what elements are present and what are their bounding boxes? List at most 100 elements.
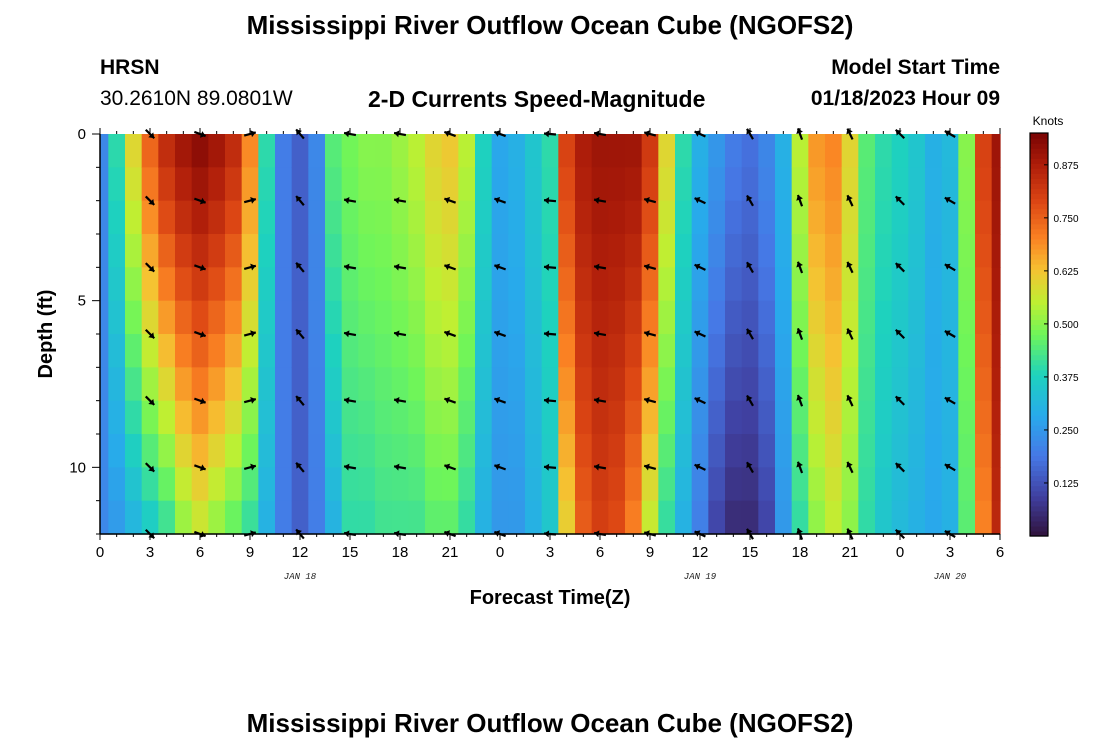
heatmap-cell: [525, 500, 543, 535]
heatmap-cell: [708, 267, 726, 302]
heatmap-cell: [725, 167, 743, 202]
heatmap-cell: [241, 367, 259, 402]
heatmap-cell: [641, 234, 659, 268]
heatmap-cell: [225, 167, 243, 202]
vector-head: [594, 130, 600, 138]
colorbar-segment: [1030, 440, 1048, 446]
heatmap-cell: [658, 400, 676, 435]
heatmap-cell: [575, 500, 593, 535]
heatmap-cell: [591, 467, 609, 502]
heatmap-cell: [675, 400, 693, 435]
heatmap-cell: [658, 500, 676, 535]
vector-head: [444, 263, 451, 271]
vector-head: [148, 332, 155, 339]
heatmap-cell: [291, 234, 309, 268]
heatmap-cell: [108, 400, 126, 435]
current-vector: [846, 461, 854, 474]
heatmap-cell: [925, 300, 943, 335]
colorbar-segment: [1030, 420, 1048, 426]
current-vector: [193, 397, 207, 405]
heatmap-cell: [100, 167, 109, 202]
heatmap-cell: [558, 500, 576, 535]
heatmap-cell: [808, 467, 826, 502]
heatmap-cell: [975, 367, 993, 402]
vector-head: [344, 196, 350, 204]
vector-head: [694, 463, 701, 471]
current-vector: [295, 328, 305, 340]
heatmap-cell: [175, 134, 193, 168]
vector-head: [594, 196, 600, 204]
colorbar-segment: [1030, 460, 1048, 467]
heatmap-cell: [325, 367, 343, 402]
heatmap-cell: [191, 167, 209, 202]
heatmap-cell: [841, 267, 859, 302]
heatmap-cell: [308, 200, 326, 235]
heatmap-cell: [491, 434, 509, 468]
heatmap-cell: [125, 334, 143, 368]
heatmap-cell: [275, 134, 293, 168]
heatmap-cell: [608, 434, 626, 468]
heatmap-cell: [258, 334, 276, 368]
colorbar-segment: [1030, 480, 1048, 487]
vector-head: [746, 262, 753, 269]
heatmap-cell: [391, 134, 409, 168]
heatmap-cell: [291, 434, 309, 468]
heatmap-cell: [875, 134, 893, 168]
heatmap-cell: [925, 434, 943, 468]
heatmap-cell: [675, 500, 693, 535]
heatmap-cell: [458, 234, 476, 268]
heatmap-cell: [341, 200, 359, 235]
heatmap-cell: [975, 134, 993, 168]
date-label: JAN 20: [934, 572, 967, 582]
heatmap-cell: [225, 234, 243, 268]
heatmap-cell: [141, 167, 159, 202]
current-vector: [796, 394, 804, 407]
heatmap-cell: [508, 300, 526, 335]
current-vector: [343, 330, 357, 338]
colorbar-segment: [1030, 153, 1048, 159]
heatmap-cell: [825, 267, 843, 302]
heatmap-cell: [591, 434, 609, 468]
heatmap-cell: [941, 267, 959, 302]
vector-head: [296, 329, 302, 336]
heatmap-cell: [625, 167, 643, 202]
vector-head: [148, 465, 155, 472]
heatmap-cell: [225, 467, 243, 502]
vector-head: [846, 395, 853, 402]
heatmap-cell: [558, 267, 576, 302]
heatmap-cell: [525, 434, 543, 468]
vector-head: [594, 330, 600, 338]
heatmap-cell: [775, 400, 793, 435]
heatmap-cell: [141, 434, 159, 468]
heatmap-cell: [175, 434, 193, 468]
heatmap-cell: [791, 300, 809, 335]
heatmap-cell: [158, 267, 176, 302]
colorbar-segment: [1030, 359, 1048, 366]
heatmap-cell: [175, 167, 193, 202]
heatmap-cell: [925, 500, 943, 535]
heatmap-cell: [758, 267, 776, 302]
heatmap-cell: [375, 300, 393, 335]
heatmap-cell: [325, 300, 343, 335]
heatmap-cell: [591, 134, 609, 168]
colorbar-segment: [1030, 344, 1048, 351]
heatmap-cell: [225, 434, 243, 468]
heatmap-cell: [925, 400, 943, 435]
heatmap-cell: [825, 367, 843, 402]
vector-head: [148, 198, 155, 205]
heatmap-cell: [591, 334, 609, 368]
heatmap-cell: [241, 500, 259, 535]
heatmap-cell: [841, 367, 859, 402]
heatmap-cell: [425, 334, 443, 368]
vector-head: [444, 130, 451, 137]
heatmap-cell: [458, 267, 476, 302]
heatmap-cell: [441, 200, 459, 235]
heatmap-cell: [308, 167, 326, 202]
heatmap-cell: [725, 400, 743, 435]
heatmap-cell: [358, 434, 376, 468]
heatmap-cell: [475, 434, 493, 468]
heatmap-cell: [525, 267, 543, 302]
heatmap-cell: [841, 500, 859, 535]
heatmap-cell: [158, 167, 176, 202]
heatmap-cell: [775, 334, 793, 368]
